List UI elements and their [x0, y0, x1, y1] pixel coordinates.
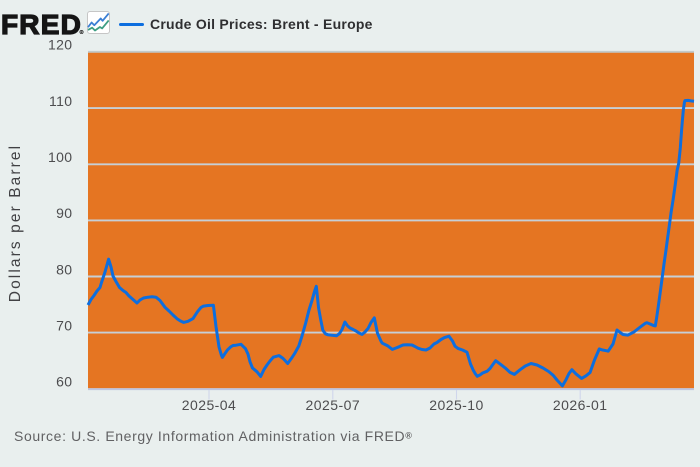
- svg-text:70: 70: [56, 317, 72, 333]
- svg-text:2025-04: 2025-04: [182, 397, 237, 413]
- svg-text:100: 100: [48, 149, 73, 165]
- svg-text:80: 80: [56, 261, 72, 277]
- svg-text:2025-10: 2025-10: [429, 397, 484, 413]
- svg-text:2026-01: 2026-01: [553, 397, 608, 413]
- svg-text:60: 60: [56, 374, 72, 390]
- svg-text:110: 110: [49, 93, 73, 109]
- svg-text:90: 90: [56, 205, 72, 221]
- svg-text:120: 120: [48, 37, 73, 53]
- svg-text:2025-07: 2025-07: [306, 397, 361, 413]
